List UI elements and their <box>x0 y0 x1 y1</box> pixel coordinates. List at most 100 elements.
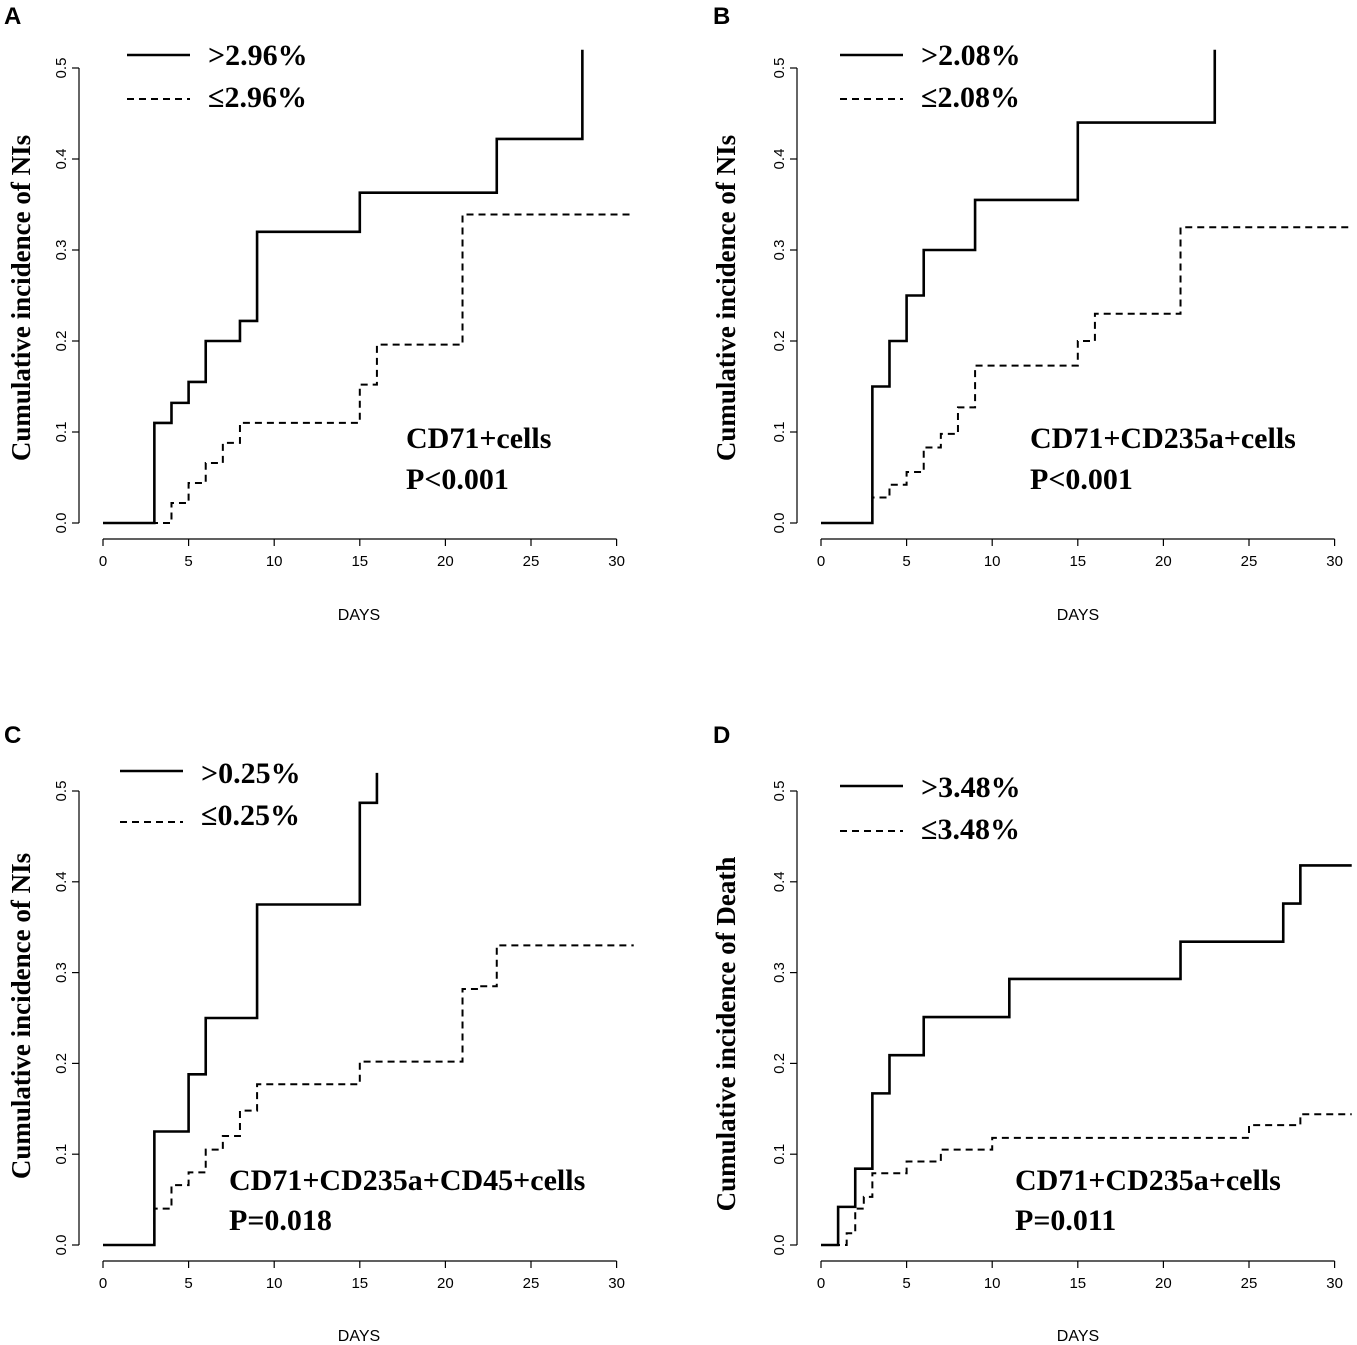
x-tick-label: 20 <box>1155 553 1172 570</box>
y-tick-label: 0.1 <box>771 1144 788 1165</box>
axes: 0 5 10 15 20 25 30 0.0 0.1 0.2 0.3 0.4 0.5 <box>771 781 1343 1292</box>
y-tick-label: 0.1 <box>53 1144 70 1165</box>
axes: 0 5 10 15 20 25 30 0.0 0.1 0.2 0.3 0.4 0.5 <box>771 58 1343 570</box>
legend: >2.96% ≤2.96% <box>127 39 308 114</box>
y-tick-label: 0.0 <box>53 1235 70 1256</box>
x-tick-label: 0 <box>99 553 107 570</box>
y-tick-label: 0.4 <box>771 871 788 892</box>
y-tick-label: 0.0 <box>771 1235 788 1256</box>
x-tick-label: 5 <box>184 1275 192 1292</box>
series-line-dashed <box>103 944 634 1246</box>
y-tick-label: 0.2 <box>53 331 70 352</box>
x-axis-label: DAYS <box>1057 1328 1099 1345</box>
y-tick-label: 0.0 <box>771 513 788 534</box>
x-tick-label: 10 <box>984 553 1001 570</box>
y-tick-label: 0.3 <box>771 240 788 261</box>
y-tick-label: 0.2 <box>771 1053 788 1074</box>
annotation-marker-label: CD71+CD235a+cells <box>1015 1164 1281 1197</box>
axes: 0 5 10 15 20 25 30 0.0 0.1 0.2 0.3 0.4 0.5 <box>53 781 625 1292</box>
y-tick-label: 0.3 <box>771 962 788 983</box>
legend-label-solid: >0.25% <box>201 757 301 790</box>
y-tick-label: 0.5 <box>771 58 788 79</box>
y-tick-label: 0.5 <box>771 781 788 802</box>
legend-label-solid: >2.08% <box>921 39 1021 72</box>
annotation-marker-label: CD71+CD235a+cells <box>1030 422 1296 455</box>
series-layer <box>103 772 634 1247</box>
x-tick-label: 5 <box>184 553 192 570</box>
y-axis-label: Cumulative incidence of NIs <box>711 135 741 461</box>
panel-letter: A <box>4 3 21 30</box>
y-axis-label: Cumulative incidence of NIs <box>6 135 36 461</box>
y-tick-label: 0.1 <box>53 422 70 443</box>
x-tick-label: 10 <box>266 1275 283 1292</box>
legend: >3.48% ≤3.48% <box>840 771 1021 846</box>
series-line-solid <box>103 772 379 1247</box>
x-tick-label: 15 <box>1069 1275 1086 1292</box>
panel-a: A Cumulative incidence of NIs DAYS 0 5 10 1… <box>4 3 634 624</box>
series-line-solid <box>821 864 1352 1247</box>
y-tick-label: 0.5 <box>53 58 70 79</box>
x-axis-label: DAYS <box>1057 607 1099 624</box>
annotation-p-value: P=0.018 <box>229 1204 332 1237</box>
legend: >0.25% ≤0.25% <box>120 757 301 832</box>
y-tick-label: 0.2 <box>771 331 788 352</box>
annotation-p-value: P<0.001 <box>406 463 509 496</box>
legend: >2.08% ≤2.08% <box>840 39 1021 114</box>
legend-label-solid: >2.96% <box>208 39 308 72</box>
legend-label-dashed: ≤3.48% <box>921 813 1020 846</box>
series-line-dashed <box>821 1113 1352 1246</box>
x-tick-label: 30 <box>1326 1275 1343 1292</box>
annotation-marker-label: CD71+cells <box>406 422 551 455</box>
axes: 0 5 10 15 20 25 30 0.0 0.1 0.2 0.3 0.4 0.5 <box>53 58 625 570</box>
y-tick-label: 0.5 <box>53 781 70 802</box>
series-line-dashed <box>103 213 634 524</box>
x-tick-label: 0 <box>817 553 825 570</box>
series-line-dashed <box>821 226 1352 524</box>
x-tick-label: 0 <box>99 1275 107 1292</box>
x-tick-label: 15 <box>351 1275 368 1292</box>
y-axis-label: Cumulative incidence of Death <box>711 857 741 1212</box>
y-tick-label: 0.4 <box>771 149 788 170</box>
y-axis-label: Cumulative incidence of NIs <box>6 853 36 1179</box>
series-layer <box>821 864 1352 1247</box>
x-axis-label: DAYS <box>338 1328 380 1345</box>
panel-c: C Cumulative incidence of NIs DAYS 0 5 10 1… <box>4 722 634 1345</box>
legend-label-dashed: ≤0.25% <box>201 799 300 832</box>
legend-label-dashed: ≤2.08% <box>921 81 1020 114</box>
x-tick-label: 25 <box>1241 553 1258 570</box>
x-tick-label: 15 <box>351 553 368 570</box>
x-tick-label: 25 <box>523 1275 540 1292</box>
x-tick-label: 20 <box>437 553 454 570</box>
x-tick-label: 10 <box>984 1275 1001 1292</box>
x-tick-label: 10 <box>266 553 283 570</box>
x-tick-label: 30 <box>608 553 625 570</box>
panel-d: D Cumulative incidence of Death DAYS 0 5 1… <box>711 722 1352 1345</box>
x-tick-label: 5 <box>902 1275 910 1292</box>
panel-letter: D <box>713 722 730 749</box>
series-layer <box>821 49 1352 525</box>
x-tick-label: 30 <box>1326 553 1343 570</box>
series-line-solid <box>103 49 584 525</box>
y-tick-label: 0.3 <box>53 240 70 261</box>
x-tick-label: 15 <box>1069 553 1086 570</box>
annotation-p-value: P<0.001 <box>1030 463 1133 496</box>
series-line-solid <box>821 49 1217 525</box>
y-tick-label: 0.4 <box>53 871 70 892</box>
y-tick-label: 0.4 <box>53 149 70 170</box>
panel-letter: B <box>713 3 730 30</box>
annotation-p-value: P=0.011 <box>1015 1204 1116 1237</box>
y-tick-label: 0.0 <box>53 513 70 534</box>
x-tick-label: 5 <box>902 553 910 570</box>
y-tick-label: 0.1 <box>771 422 788 443</box>
x-tick-label: 20 <box>437 1275 454 1292</box>
x-tick-label: 0 <box>817 1275 825 1292</box>
y-tick-label: 0.2 <box>53 1053 70 1074</box>
y-tick-label: 0.3 <box>53 962 70 983</box>
x-tick-label: 25 <box>523 553 540 570</box>
panel-letter: C <box>4 722 21 749</box>
panel-b: B Cumulative incidence of NIs DAYS 0 5 10 1… <box>711 3 1352 624</box>
series-layer <box>103 49 634 525</box>
x-tick-label: 25 <box>1241 1275 1258 1292</box>
x-axis-label: DAYS <box>338 607 380 624</box>
